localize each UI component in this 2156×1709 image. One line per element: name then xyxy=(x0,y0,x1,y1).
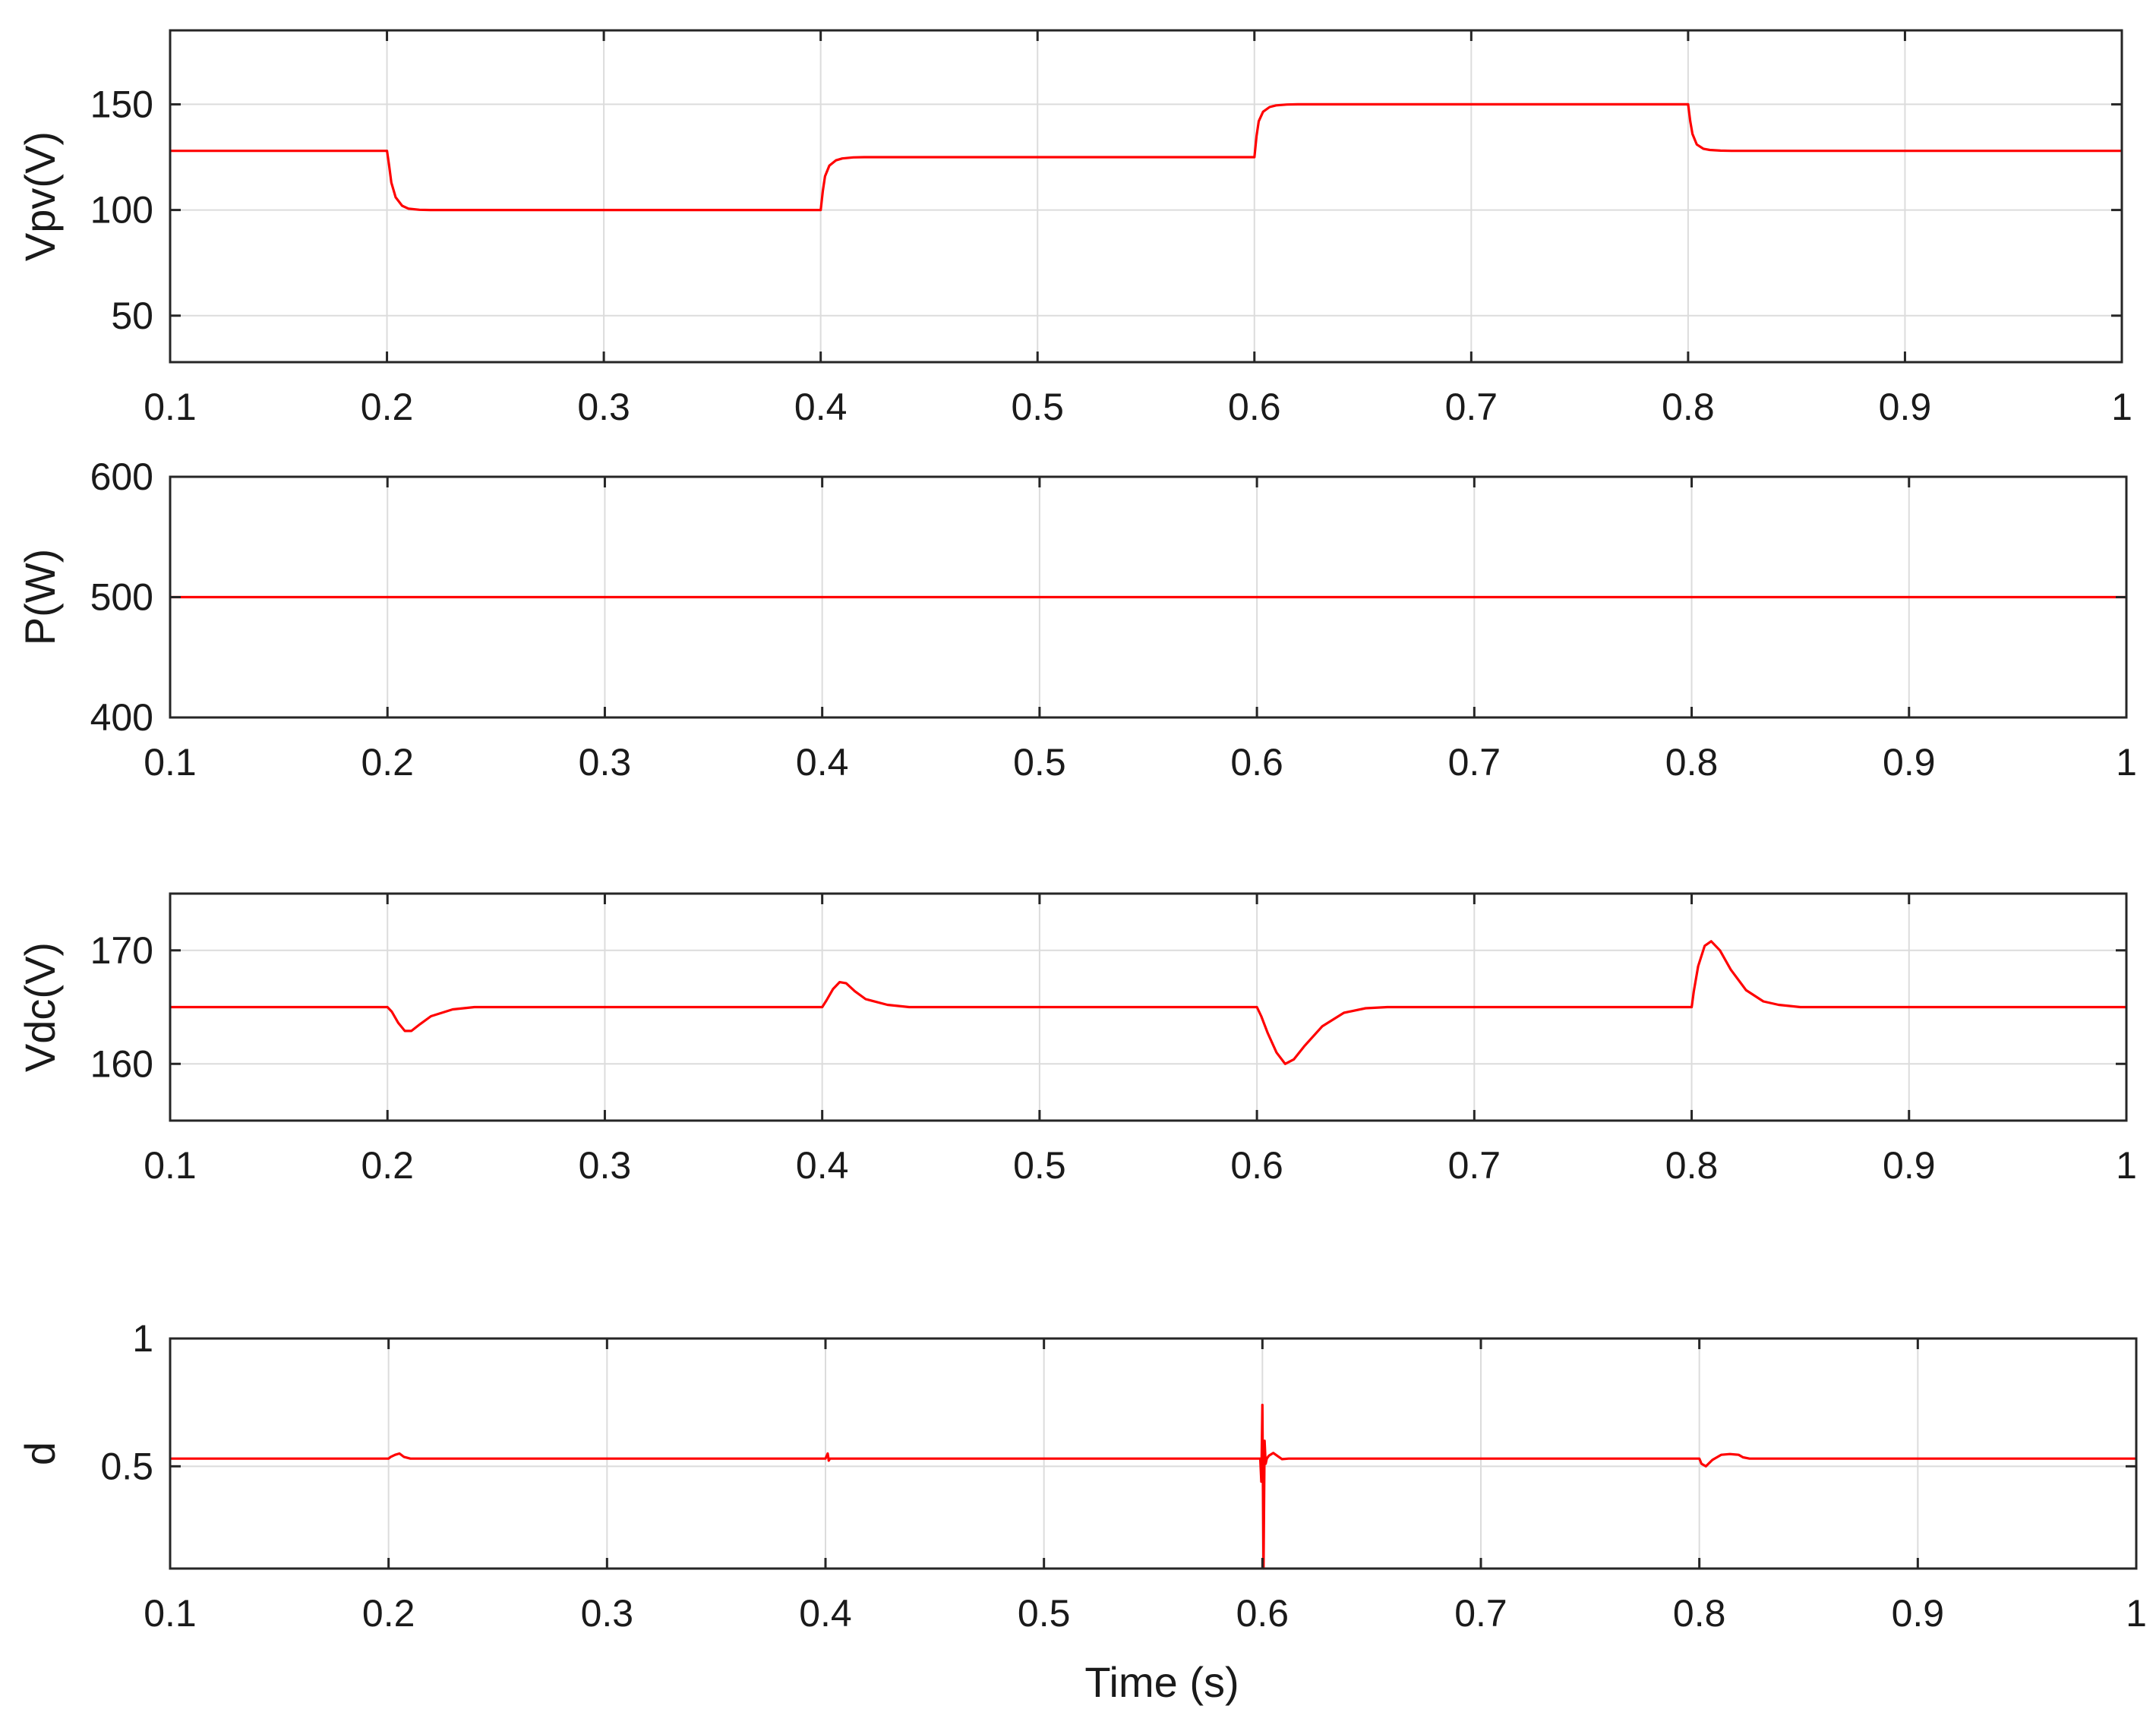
y-axis-title-vpv: Vpv(V) xyxy=(16,131,64,261)
y-tick-label-vpv-2: 150 xyxy=(90,83,153,125)
x-tick-label-vpv-2: 0.3 xyxy=(577,386,630,428)
x-tick-label-vpv-5: 0.6 xyxy=(1228,386,1281,428)
y-tick-label-vdc-0: 160 xyxy=(90,1042,153,1085)
x-tick-label-power-5: 0.6 xyxy=(1230,741,1283,784)
x-tick-label-vpv-9: 1 xyxy=(2111,386,2132,428)
x-tick-label-duty-8: 0.9 xyxy=(1892,1592,1945,1635)
x-tick-label-vpv-4: 0.5 xyxy=(1011,386,1064,428)
x-tick-label-vdc-1: 0.2 xyxy=(361,1144,414,1187)
x-tick-label-power-2: 0.3 xyxy=(579,741,632,784)
y-tick-label-power-1: 500 xyxy=(90,576,153,619)
plot-area-duty xyxy=(170,1339,2136,1569)
y-axis-title-power: P(W) xyxy=(16,549,64,646)
x-tick-label-vdc-7: 0.8 xyxy=(1665,1144,1719,1187)
x-tick-label-power-6: 0.7 xyxy=(1448,741,1501,784)
x-tick-label-power-8: 0.9 xyxy=(1883,741,1936,784)
chart-panel-vpv: 0.1 0.2 0.3 0.4 0.5 0.6 0.7 0.8 0.9 150100150Vpv(… xyxy=(16,29,2132,428)
series-line-duty-0 xyxy=(170,1403,2136,1570)
x-tick-label-power-7: 0.8 xyxy=(1665,741,1719,784)
x-tick-label-vpv-3: 0.4 xyxy=(794,386,848,428)
x-tick-label-vdc-5: 0.6 xyxy=(1230,1144,1283,1187)
axes-frame-duty xyxy=(169,1337,2138,1570)
x-tick-label-vdc-9: 1 xyxy=(2116,1144,2137,1187)
x-tick-label-duty-1: 0.2 xyxy=(362,1592,415,1635)
chart-panel-duty: 0.1 0.2 0.3 0.4 0.5 0.6 0.7 0.8 0.9 1 0.5 1 d xyxy=(16,1317,2147,1635)
series-line-vdc-0 xyxy=(170,940,2126,1065)
x-tick-label-vdc-6: 0.7 xyxy=(1448,1144,1501,1187)
x-tick-label-vdc-0: 0.1 xyxy=(144,1144,197,1187)
x-tick-label-power-4: 0.5 xyxy=(1013,741,1066,784)
y-tick-label-duty-1: 1 xyxy=(132,1317,153,1360)
y-tick-label-vpv-1: 100 xyxy=(90,189,153,232)
y-axis-title-duty: d xyxy=(16,1442,64,1465)
y-tick-label-power-2: 600 xyxy=(90,456,153,498)
x-tick-label-duty-0: 0.1 xyxy=(144,1592,197,1635)
y-tick-label-power-0: 400 xyxy=(90,696,153,739)
x-tick-label-vpv-7: 0.8 xyxy=(1662,386,1715,428)
x-tick-label-duty-4: 0.5 xyxy=(1018,1592,1071,1635)
y-tick-label-duty-0: 0.5 xyxy=(100,1445,153,1487)
x-tick-label-vpv-1: 0.2 xyxy=(361,386,414,428)
x-tick-label-vdc-4: 0.5 xyxy=(1013,1144,1066,1187)
y-tick-label-vdc-1: 170 xyxy=(90,929,153,972)
x-tick-label-vpv-0: 0.1 xyxy=(144,386,197,428)
chart-panel-power: 0.1 0.2 0.3 0.4 0.5 0.6 0.7 0.8 0.9 1 400 500 600 P(W… xyxy=(16,456,2137,784)
x-tick-label-vdc-2: 0.3 xyxy=(579,1144,632,1187)
chart-panel-vdc: 0.1 0.2 0.3 0.4 0.5 0.6 0.7 0.8 0.9 1 160 170 Vdc(V) xyxy=(16,892,2137,1187)
y-axis-title-vdc: Vdc(V) xyxy=(16,942,64,1072)
axes-frame-vpv xyxy=(169,29,2123,364)
x-tick-label-vdc-3: 0.4 xyxy=(796,1144,849,1187)
x-tick-label-power-1: 0.2 xyxy=(361,741,414,784)
x-tick-label-duty-9: 1 xyxy=(2126,1592,2147,1635)
x-tick-label-power-0: 0.1 xyxy=(144,741,197,784)
x-tick-label-vdc-8: 0.9 xyxy=(1883,1144,1936,1187)
x-axis-title: Time (s) xyxy=(1084,1658,1239,1706)
y-tick-label-vpv-0: 50 xyxy=(111,295,153,337)
x-tick-label-vpv-6: 0.7 xyxy=(1445,386,1498,428)
x-tick-label-power-3: 0.4 xyxy=(796,741,849,784)
x-tick-label-duty-2: 0.3 xyxy=(581,1592,634,1635)
axes-frame-vdc xyxy=(169,892,2128,1122)
x-tick-label-duty-6: 0.7 xyxy=(1454,1592,1507,1635)
x-tick-label-duty-7: 0.8 xyxy=(1673,1592,1726,1635)
x-tick-label-duty-3: 0.4 xyxy=(799,1592,852,1635)
x-tick-label-vpv-8: 0.9 xyxy=(1879,386,1932,428)
plot-area-vpv xyxy=(170,30,2122,362)
x-tick-label-duty-5: 0.6 xyxy=(1236,1592,1289,1635)
x-tick-label-power-9: 1 xyxy=(2116,741,2137,784)
series-line-vpv-0 xyxy=(170,102,2122,212)
